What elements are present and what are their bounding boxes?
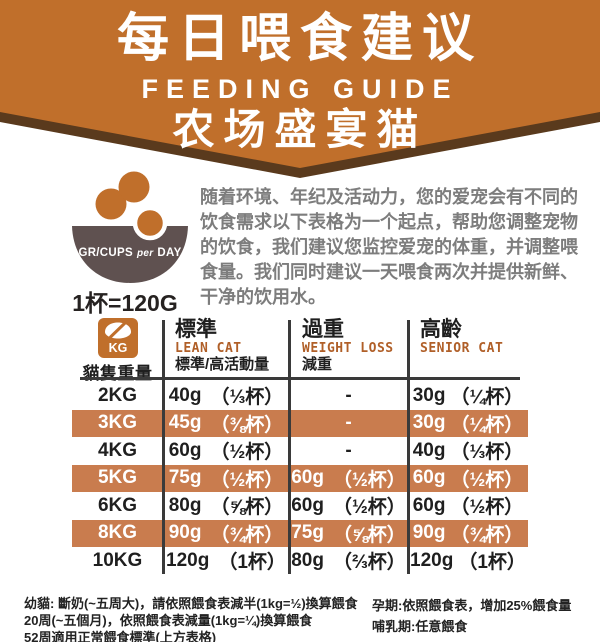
- feeding-table: KG 貓隻重量 標準 LEAN CAT 標準/高活動量 過重 WEIGHT LO…: [72, 318, 528, 576]
- table-row: 10KG 120g （1杯） 80g （⅔杯） 120g （1杯）: [72, 547, 528, 575]
- note-line: 幼貓: 斷奶(~五周大)，請依照餵食表減半(1kg=½)換算餵食: [24, 596, 358, 611]
- guide-subtitle: FEEDING GUIDE: [141, 74, 459, 104]
- intro-line: 食量。我们同时建议一天喂食两次并提供新鲜、: [200, 262, 578, 282]
- weight-cell: 4KG: [97, 439, 138, 461]
- note-line: 孕期:依照餵食表，增加25%餵食量: [372, 598, 572, 613]
- kibble-icon: [132, 205, 168, 241]
- standard-cell: 90g （¾杯）: [168, 522, 284, 546]
- standard-cell: 45g （⅜杯）: [168, 412, 284, 436]
- senior-cell: 30g （¼杯）: [412, 384, 524, 409]
- intro-line: 的饮食，我们建议您监控爱宠的体重，并调整喂: [200, 237, 578, 257]
- header-divider: [80, 377, 520, 380]
- table-body: 2KG 40g （⅓杯） - 30g （¼杯） 3KG 45g （⅜杯） - 30g （…: [72, 382, 528, 575]
- weight-loss-cell: 60g （½杯）: [291, 467, 406, 491]
- header: 每日喂食建议 FEEDING GUIDE 农场盛宴猫: [0, 0, 600, 152]
- weight-cell: 3KG: [97, 412, 138, 434]
- weight-cell: 6KG: [97, 494, 138, 516]
- bowl-icon: GR/CUPS per DAY: [72, 171, 188, 283]
- senior-cell: 60g （½杯）: [412, 467, 524, 491]
- column-header-senior: 高齡 SENIOR CAT: [420, 318, 504, 357]
- standard-cell: 60g （½杯）: [168, 439, 284, 464]
- column-header-weight-loss: 過重 WEIGHT LOSS 減重: [302, 318, 394, 374]
- senior-cell: 60g （½杯）: [412, 494, 524, 519]
- table-row: 4KG 60g （½杯） - 40g （⅓杯）: [72, 437, 528, 465]
- column-divider: [162, 320, 165, 574]
- column-header-standard: 標準 LEAN CAT 標準/高活動量: [175, 318, 270, 374]
- note-line: 52周適用正常餵食標準(上方表格): [24, 630, 217, 642]
- cup-equivalence: 1杯=120G: [72, 290, 178, 316]
- table-row: 2KG 40g （⅓杯） - 30g （¼杯）: [72, 382, 528, 410]
- bowl-shape: [72, 226, 188, 283]
- intro-line: 随着环境、年纪及活动力，您的爱宠会有不同的: [200, 187, 578, 207]
- weight-loss-cell: 60g （½杯）: [291, 494, 406, 519]
- weight-loss-cell: -: [345, 439, 352, 461]
- table-row: 5KG 75g （½杯） 60g （½杯） 60g （½杯）: [72, 464, 528, 492]
- standard-cell: 75g （½杯）: [168, 467, 284, 491]
- note-line: 20周(~五個月)，依照餵食表減量(1kg=¼)換算餵食: [24, 613, 313, 628]
- table-row: 6KG 80g （⅝杯） 60g （½杯） 60g （½杯）: [72, 492, 528, 520]
- header-banner: [0, 0, 600, 178]
- weight-loss-cell: 75g （⅝杯）: [291, 522, 406, 546]
- weight-loss-cell: 80g （⅔杯）: [291, 549, 406, 574]
- bowl-label: GR/CUPS per DAY: [78, 247, 181, 259]
- intro-line: 饮食需求以下表格为一个起点，帮助您调整宠物: [200, 212, 578, 232]
- intro-paragraph: 随着环境、年纪及活动力，您的爱宠会有不同的 饮食需求以下表格为一个起点，帮助您调…: [200, 185, 590, 310]
- notes-pregnancy: 孕期:依照餵食表，增加25%餵食量 哺乳期:任意餵食: [372, 595, 571, 637]
- standard-cell: 120g （1杯）: [166, 549, 286, 574]
- weight-loss-cell: -: [345, 384, 352, 406]
- note-line: 哺乳期:任意餵食: [372, 619, 468, 634]
- column-divider: [288, 320, 291, 574]
- kibble-icon: [118, 171, 150, 203]
- table-row: 3KG 45g （⅜杯） - 30g （¼杯）: [72, 409, 528, 437]
- product-name: 农场盛宴猫: [172, 106, 428, 153]
- weight-column-header: KG 貓隻重量: [72, 318, 163, 384]
- senior-cell: 30g （¼杯）: [412, 412, 524, 436]
- weight-column-label: 貓隻重量: [82, 364, 153, 383]
- weight-scale-icon: KG: [97, 318, 138, 358]
- weight-cell: 10KG: [92, 549, 143, 571]
- intro-line: 干净的饮用水。: [200, 287, 326, 307]
- standard-cell: 40g （⅓杯）: [168, 384, 284, 409]
- table-row: 8KG 90g （¾杯） 75g （⅝杯） 90g （¾杯）: [72, 519, 528, 547]
- svg-text:KG: KG: [108, 341, 127, 355]
- senior-cell: 40g （⅓杯）: [412, 439, 524, 464]
- page-title: 每日喂食建议: [116, 10, 483, 68]
- standard-cell: 80g （⅝杯）: [168, 494, 284, 519]
- weight-cell: 2KG: [97, 384, 138, 406]
- senior-cell: 90g （¾杯）: [412, 522, 524, 546]
- column-divider: [407, 320, 410, 574]
- weight-cell: 8KG: [97, 522, 138, 544]
- weight-cell: 5KG: [97, 467, 138, 489]
- notes-kitten: 幼貓: 斷奶(~五周大)，請依照餵食表減半(1kg=½)換算餵食 20周(~五個…: [24, 595, 358, 642]
- weight-loss-cell: -: [345, 412, 352, 434]
- kibble-icon: [95, 188, 127, 220]
- senior-cell: 120g （1杯）: [410, 549, 526, 574]
